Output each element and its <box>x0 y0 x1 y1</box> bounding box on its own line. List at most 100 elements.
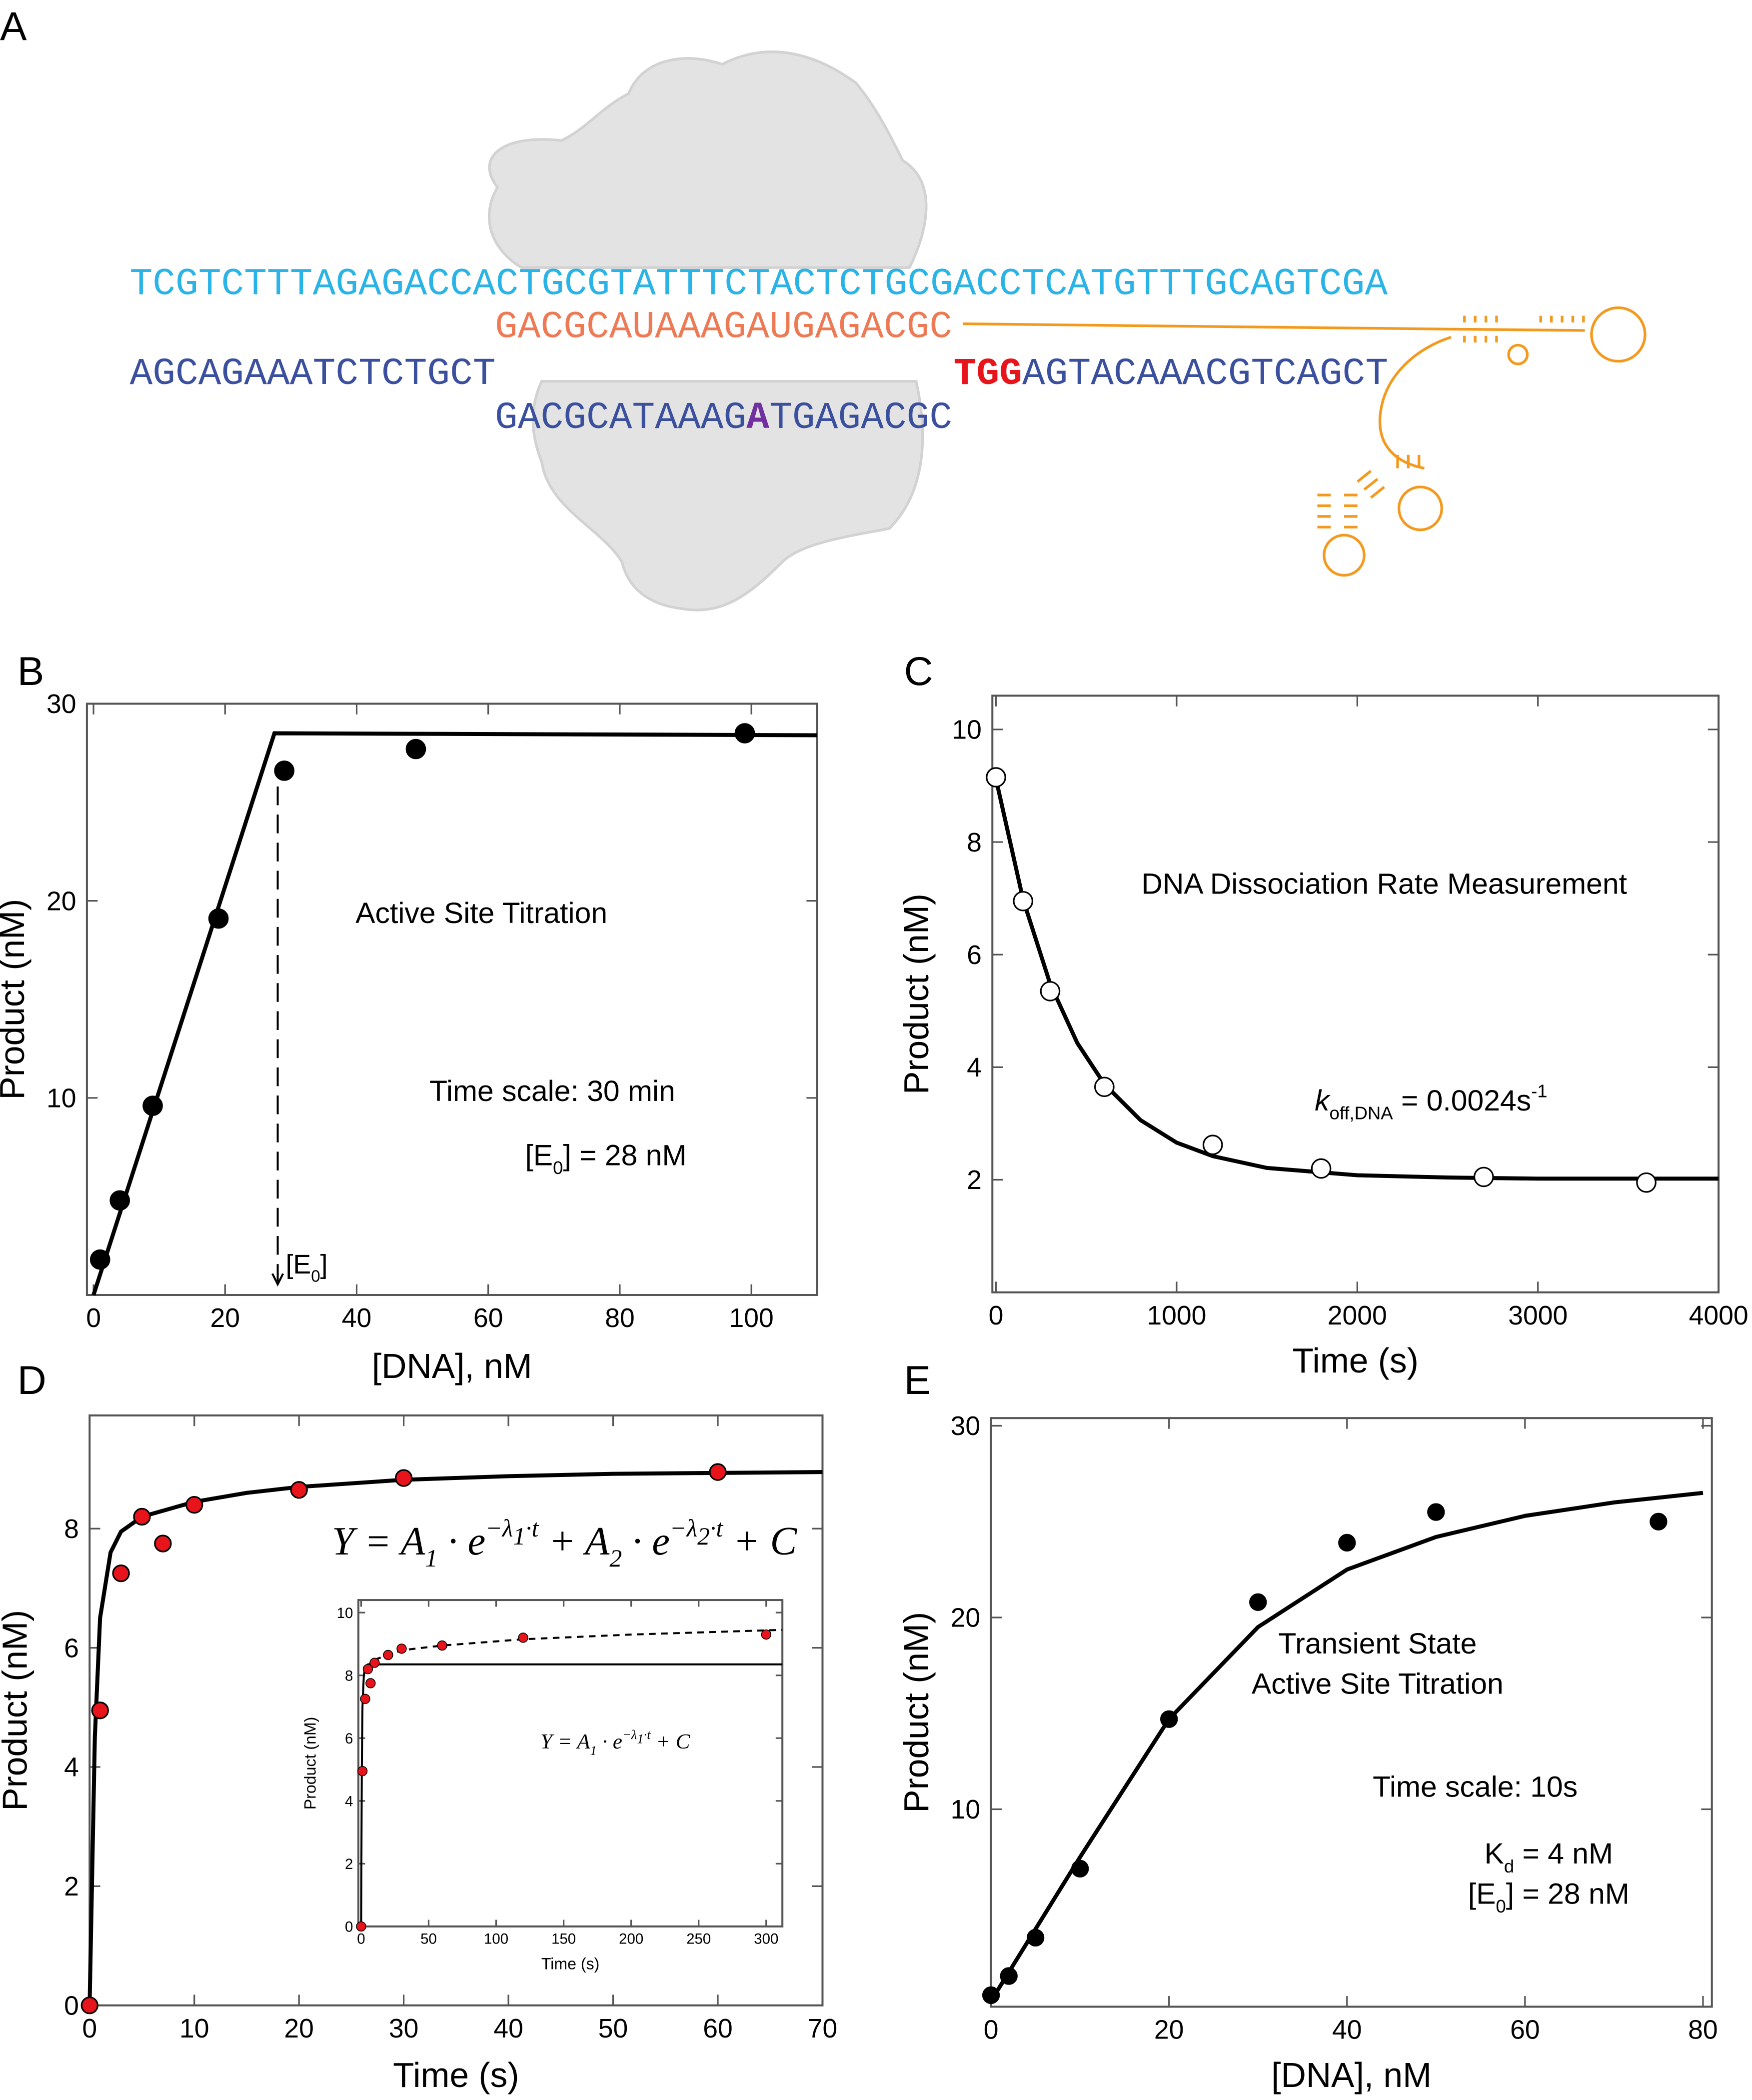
annotation-part: [E <box>525 1140 553 1172</box>
annotation-part: d <box>1504 1856 1514 1876</box>
data-point <box>112 1564 130 1582</box>
data-point <box>1473 1166 1494 1188</box>
data-point <box>761 1629 771 1640</box>
annotation: [E0] = 28 nM <box>525 1140 687 1178</box>
annotation: koff,DNA = 0.0024s-1 <box>1315 1080 1548 1123</box>
bottom-strand: AGTACAAACGTCAGCT <box>1022 352 1388 396</box>
target-seq: GACGCATAAAG <box>495 396 746 440</box>
data-point <box>396 1644 407 1654</box>
annotation-part: Active Site Titration <box>355 897 607 930</box>
marker-arrow <box>271 1273 284 1287</box>
rna-scaffold <box>963 306 1647 577</box>
annotation-part: 1 <box>637 1731 643 1746</box>
annotation: Y = A1 · e−λ1·t + C <box>540 1727 690 1758</box>
x-tick-label: 80 <box>1688 2016 1718 2045</box>
x-tick-label: 60 <box>1510 2016 1540 2045</box>
x-axis-label: Time (s) <box>1292 1341 1418 1380</box>
data-point <box>1000 1967 1018 1985</box>
annotation-part: ·t <box>525 1514 539 1542</box>
plot-frame <box>991 694 1720 1294</box>
annotation-part: ·t <box>644 1727 651 1742</box>
data-point <box>383 1650 393 1660</box>
annotation-part: 0 <box>553 1158 563 1178</box>
data-point <box>1427 1503 1445 1521</box>
annotation: Kd = 4 nM <box>1485 1838 1614 1876</box>
x-tick-label: 250 <box>686 1931 711 1948</box>
annotation-part: + C <box>723 1519 797 1564</box>
annotation-part: 1 <box>425 1544 438 1572</box>
x-tick-label: 10 <box>179 2014 209 2044</box>
annotation-part: k <box>1315 1084 1331 1117</box>
data-point <box>1338 1534 1356 1552</box>
panel-label: B <box>17 649 44 694</box>
annotation-part: ] = 28 nM <box>1506 1878 1630 1910</box>
y-tick-label: 2 <box>64 1872 79 1902</box>
chart-panel: B 0 20 40 60 80 100 10 20 30 [DNA], nM Product (nM)… <box>0 649 818 1386</box>
y-tick-label: 10 <box>951 1795 981 1824</box>
x-axis-label: [DNA], nM <box>372 1346 532 1386</box>
data-point <box>362 1664 373 1674</box>
annotation-part: Time scale: 10s <box>1373 1770 1578 1803</box>
data-point <box>208 908 229 929</box>
data-point <box>91 1702 109 1720</box>
annotation-part: off,DNA <box>1330 1102 1394 1123</box>
y-tick-label: 20 <box>951 1604 981 1633</box>
data-point <box>986 767 1006 788</box>
bottom-strand: TGGAGTACAAACGTCAGCT <box>954 352 1388 396</box>
data-point <box>274 760 295 781</box>
x-tick-label: 100 <box>484 1931 508 1948</box>
x-tick-label: 30 <box>389 2014 419 2044</box>
y-tick-label: 6 <box>345 1730 353 1747</box>
annotation: Transient State <box>1278 1628 1477 1660</box>
data-point <box>109 1190 130 1211</box>
y-tick-label: 0 <box>64 1991 79 2020</box>
x-tick-label: 0 <box>82 2014 97 2044</box>
y-axis-label: Product (nM) <box>0 1610 34 1811</box>
chart-panel: 0 50 100 150 200 250 300 0 2 4 6 8 10 Time (s) Product… <box>301 1599 784 1973</box>
y-axis-label: Product (nM) <box>897 1612 936 1813</box>
top-strand: TCGTCTTTAGAGACCACTGCGTATTTCTACTCTGCGACCT… <box>130 263 1388 306</box>
annotation-part: + A <box>538 1519 610 1564</box>
data-point <box>1026 1928 1045 1947</box>
target-seq: TGAGACGC <box>769 396 952 440</box>
guide-rna: GACGCAUAAAGAUGAGACGC <box>495 306 952 348</box>
annotation-part: Transient State <box>1278 1628 1477 1660</box>
x-tick-label: 200 <box>619 1931 643 1948</box>
annotation-part: DNA Dissociation Rate Measurement <box>1141 868 1627 900</box>
annotation: DNA Dissociation Rate Measurement <box>1141 868 1627 900</box>
y-tick-label: 6 <box>967 940 982 970</box>
protein-lobe <box>531 380 924 612</box>
data-point <box>734 723 755 744</box>
panel-label: C <box>904 649 933 694</box>
data-point <box>1040 981 1061 1002</box>
annotation-part: 0 <box>1496 1896 1506 1916</box>
y-tick-label: 2 <box>967 1166 982 1195</box>
pam: TGG <box>954 352 1022 396</box>
x-tick-label: 0 <box>86 1304 101 1333</box>
annotation: Time scale: 30 min <box>429 1075 675 1108</box>
x-tick-label: 80 <box>605 1304 635 1333</box>
y-tick-label: 6 <box>64 1634 79 1663</box>
data-point <box>1071 1860 1089 1878</box>
x-tick-label: 0 <box>989 1301 1004 1330</box>
annotation-part: ] = 28 nM <box>563 1140 686 1172</box>
data-point <box>1094 1076 1115 1098</box>
panel-label: A <box>0 4 27 49</box>
x-tick-label: 0 <box>984 2016 999 2045</box>
panel-label: D <box>17 1358 46 1403</box>
data-point <box>290 1481 308 1499</box>
annotation-part: 2 <box>609 1544 622 1572</box>
plot-frame <box>990 1417 1713 2008</box>
data-point <box>357 1766 368 1776</box>
x-tick-label: 40 <box>342 1304 372 1333</box>
plot-frame <box>357 1599 784 1928</box>
plot-frame <box>85 702 818 1296</box>
annotation-part: · e <box>597 1730 622 1754</box>
data-point <box>1013 890 1034 912</box>
data-point <box>1202 1134 1223 1156</box>
annotation-part: ·t <box>710 1514 723 1542</box>
data-point <box>437 1640 447 1651</box>
data-point <box>356 1921 366 1932</box>
fit-line <box>989 1490 1704 2002</box>
